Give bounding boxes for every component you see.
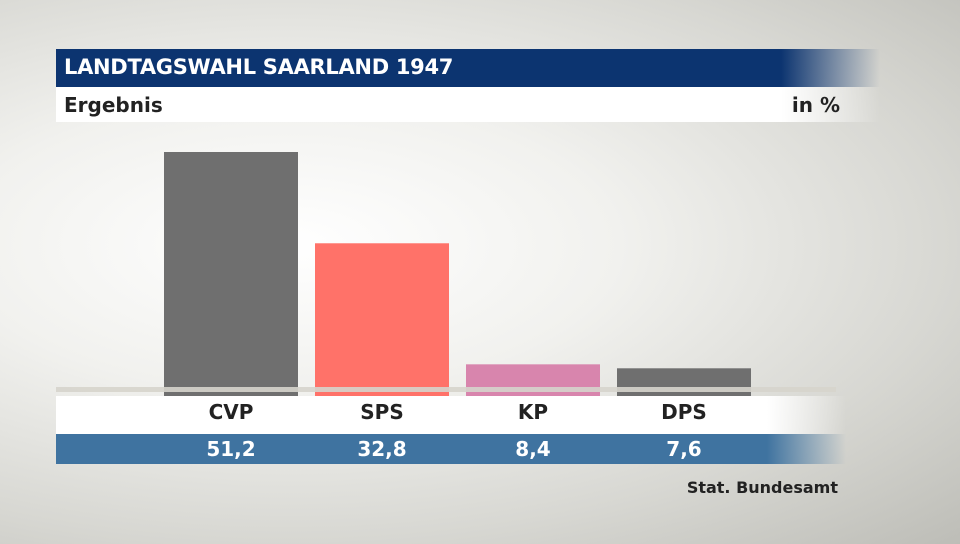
bar-cvp	[164, 152, 298, 406]
chart-title: LANDTAGSWAHL SAARLAND 1947	[64, 55, 454, 79]
category-label-kp: KP	[517, 400, 549, 424]
category-label-dps: DPS	[661, 400, 707, 424]
chart-subtitle: Ergebnis	[64, 93, 163, 117]
value-label-sps: 32,8	[357, 437, 407, 461]
subtitle-bar: Ergebnis in %	[56, 87, 880, 122]
bar-sps	[315, 243, 449, 406]
value-label-kp: 8,4	[515, 437, 551, 461]
value-label-cvp: 51,2	[206, 437, 256, 461]
category-label-sps: SPS	[360, 400, 404, 424]
source-label: Stat. Bundesamt	[686, 478, 838, 497]
title-bar: LANDTAGSWAHL SAARLAND 1947	[56, 49, 880, 87]
unit-label: in %	[791, 93, 840, 117]
category-label-cvp: CVP	[208, 400, 254, 424]
category-label-bar: CVP SPS KP DPS	[56, 396, 846, 434]
baseline	[56, 387, 836, 392]
value-label-dps: 7,6	[666, 437, 702, 461]
value-label-bar: 51,2 32,8 8,4 7,6	[56, 434, 846, 464]
